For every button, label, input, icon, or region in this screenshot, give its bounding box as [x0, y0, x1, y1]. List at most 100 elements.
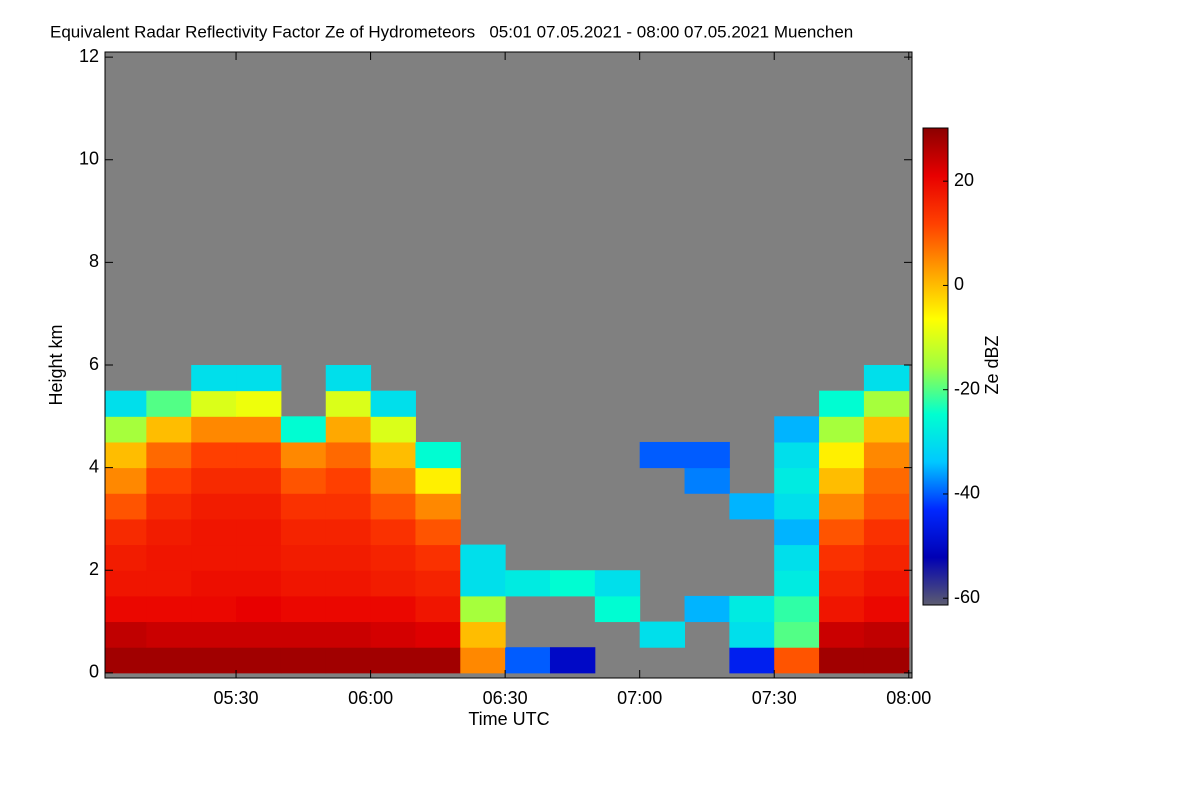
heatmap-cell: [505, 570, 551, 597]
heatmap-cell: [729, 647, 775, 674]
heatmap-cell: [280, 416, 327, 443]
heatmap-cell: [729, 493, 775, 520]
heatmap-cell: [774, 493, 820, 520]
heatmap-cell: [325, 416, 372, 443]
heatmap-cell: [863, 467, 910, 494]
heatmap-cell: [236, 416, 282, 443]
heatmap-cell: [280, 570, 327, 597]
heatmap-cell: [325, 544, 372, 571]
heatmap-cell: [415, 647, 461, 674]
heatmap-cell: [105, 390, 147, 417]
heatmap-cell: [191, 365, 237, 392]
heatmap-cell: [191, 467, 237, 494]
heatmap-cell: [370, 621, 416, 648]
heatmap-cell: [280, 518, 327, 546]
heatmap-cell: [549, 647, 596, 674]
heatmap-cell: [325, 441, 372, 469]
heatmap-cell: [280, 441, 327, 469]
heatmap-cell: [370, 647, 416, 674]
heatmap-cell: [684, 467, 730, 494]
heatmap-cell: [684, 441, 730, 469]
heatmap-cell: [863, 518, 910, 546]
heatmap-cell: [415, 441, 461, 469]
heatmap-cell: [325, 467, 372, 494]
heatmap-cell: [415, 544, 461, 571]
heatmap-cell: [325, 390, 372, 417]
heatmap-cell: [236, 595, 282, 623]
heatmap: [105, 365, 910, 674]
heatmap-cell: [819, 390, 865, 417]
heatmap-cell: [370, 416, 416, 443]
heatmap-cell: [774, 544, 820, 571]
heatmap-cell: [105, 647, 147, 674]
heatmap-cell: [505, 647, 551, 674]
heatmap-cell: [105, 493, 147, 520]
heatmap-cell: [146, 595, 192, 623]
heatmap-cell: [774, 441, 820, 469]
heatmap-cell: [863, 416, 910, 443]
heatmap-cell: [325, 493, 372, 520]
heatmap-cell: [191, 621, 237, 648]
heatmap-cell: [236, 441, 282, 469]
heatmap-cell: [146, 647, 192, 674]
heatmap-cell: [774, 570, 820, 597]
heatmap-cell: [105, 621, 147, 648]
heatmap-cell: [819, 518, 865, 546]
heatmap-cell: [325, 595, 372, 623]
heatmap-cell: [863, 647, 910, 674]
y-tick-label: 8: [89, 251, 99, 271]
x-tick-label: 07:00: [617, 688, 662, 708]
heatmap-cell: [280, 647, 327, 674]
heatmap-cell: [819, 621, 865, 648]
heatmap-cell: [325, 365, 372, 392]
colorbar-tick-label: 20: [954, 170, 974, 190]
heatmap-cell: [819, 493, 865, 520]
heatmap-cell: [460, 544, 506, 571]
heatmap-cell: [370, 544, 416, 571]
heatmap-cell: [594, 595, 641, 623]
heatmap-cell: [191, 595, 237, 623]
heatmap-cell: [325, 518, 372, 546]
heatmap-cell: [863, 493, 910, 520]
heatmap-cell: [460, 595, 506, 623]
heatmap-cell: [146, 390, 192, 417]
heatmap-cell: [191, 518, 237, 546]
y-axis-label: Height km: [46, 324, 66, 405]
heatmap-cell: [774, 595, 820, 623]
heatmap-cell: [370, 518, 416, 546]
heatmap-cell: [236, 493, 282, 520]
heatmap-cell: [105, 416, 147, 443]
heatmap-cell: [280, 621, 327, 648]
heatmap-cell: [236, 621, 282, 648]
heatmap-cell: [191, 441, 237, 469]
y-tick-label: 2: [89, 559, 99, 579]
heatmap-cell: [639, 621, 686, 648]
heatmap-cell: [191, 544, 237, 571]
heatmap-cell: [146, 467, 192, 494]
heatmap-cell: [460, 621, 506, 648]
x-tick-label: 06:30: [483, 688, 528, 708]
x-axis-label: Time UTC: [468, 709, 549, 729]
heatmap-cell: [146, 416, 192, 443]
heatmap-cell: [863, 570, 910, 597]
chart-title: Equivalent Radar Reflectivity Factor Ze …: [50, 22, 853, 41]
y-tick-label: 10: [79, 149, 99, 169]
heatmap-cell: [774, 621, 820, 648]
heatmap-cell: [729, 621, 775, 648]
heatmap-cell: [819, 544, 865, 571]
heatmap-cell: [105, 467, 147, 494]
heatmap-cell: [236, 467, 282, 494]
x-tick-label: 05:30: [214, 688, 259, 708]
heatmap-cell: [236, 570, 282, 597]
y-tick-label: 0: [89, 662, 99, 682]
heatmap-cell: [415, 595, 461, 623]
heatmap-cell: [105, 544, 147, 571]
heatmap-cell: [146, 441, 192, 469]
heatmap-cell: [594, 570, 641, 597]
heatmap-cell: [280, 544, 327, 571]
y-tick-label: 6: [89, 354, 99, 374]
heatmap-cell: [236, 544, 282, 571]
colorbar-label: Ze dBZ: [982, 335, 1002, 394]
heatmap-cell: [105, 441, 147, 469]
heatmap-cell: [819, 595, 865, 623]
